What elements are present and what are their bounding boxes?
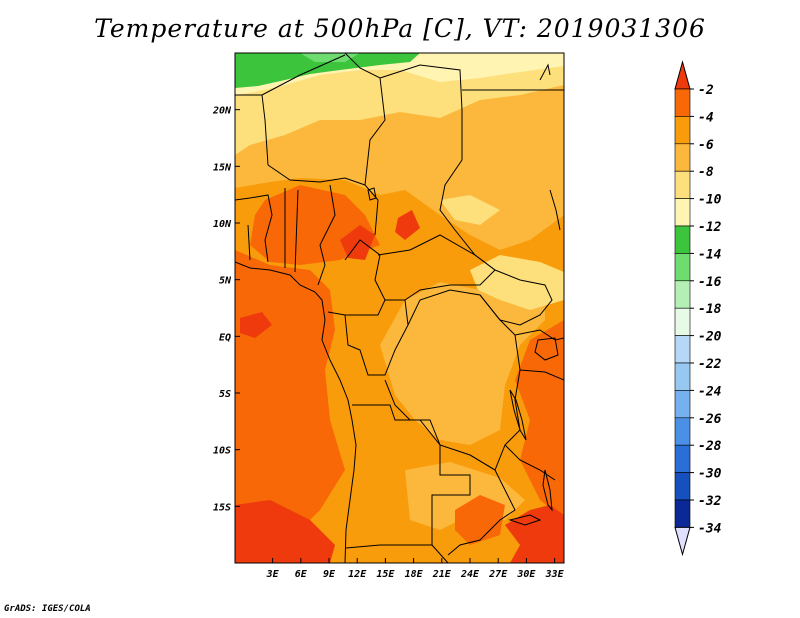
- contour-band-minus14-minus12: [235, 53, 420, 88]
- contour-band-above-minus2-sw: [235, 500, 335, 563]
- colorbar-label: -18: [698, 302, 722, 317]
- border-nigeria: [317, 184, 336, 286]
- border-angola: [352, 404, 471, 563]
- border-congo: [344, 299, 409, 376]
- colorbar-label: -2: [698, 83, 714, 98]
- border-west-countries: [235, 188, 299, 273]
- contour-band-above-minus2-west: [240, 312, 272, 338]
- lake-kariba: [508, 514, 542, 526]
- latitude-tick-label: 15S: [213, 502, 231, 513]
- colorbar-label: -28: [698, 439, 722, 454]
- lake-chad: [367, 187, 377, 201]
- longitude-tick-label: 30E: [516, 569, 536, 580]
- colorbar-swatch: [674, 390, 691, 419]
- contour-band-above-minus2-se: [505, 505, 564, 563]
- colorbar-swatch: [674, 170, 691, 199]
- longitude-tick-label: 12E: [348, 569, 367, 580]
- plot-frame: [234, 52, 565, 564]
- longitude-tick-label: 3E: [266, 569, 280, 580]
- colorbar-swatch: [674, 253, 691, 282]
- colorbar-label: -14: [698, 247, 722, 262]
- longitude-tick-label: 27E: [488, 569, 508, 580]
- contour-band-minus4-minus2-south: [455, 495, 505, 545]
- colorbar-swatch: [674, 307, 691, 336]
- longitude-tick-label: 18E: [405, 569, 424, 580]
- border-car: [377, 234, 496, 301]
- colorbar-label: -26: [698, 412, 722, 427]
- colorbar-label: -10: [698, 193, 722, 208]
- colorbar-swatch: [674, 472, 691, 501]
- border-east-africa: [504, 329, 564, 481]
- colorbar-label: -12: [698, 220, 722, 235]
- colorbar-label: -8: [698, 165, 714, 180]
- lake-victoria: [534, 337, 559, 361]
- latitude-ticks: 20N 15N 10N 5N EQ 5S 10S 15S: [212, 106, 240, 513]
- border-cameroon: [327, 239, 386, 316]
- border-south-sudan: [479, 269, 553, 326]
- colorbar-bottom-triangle: [674, 526, 691, 557]
- contour-band-minus8-minus6-central: [380, 282, 545, 445]
- latitude-tick-label: 15N: [213, 162, 232, 173]
- border-niger-chad: [364, 77, 386, 236]
- colorbar-swatch: [674, 225, 691, 254]
- longitude-ticks: 3E 6E 9E 12E 15E 18E 21E 24E 27E 30E 33E: [266, 558, 565, 580]
- contour-band-above-minus2-patch: [395, 210, 420, 240]
- colorbar-label: -4: [698, 110, 714, 125]
- colorbar-swatch: [674, 499, 691, 528]
- border-namibia: [345, 544, 432, 549]
- country-boundaries: [235, 53, 564, 563]
- colorbar-top-triangle: [674, 60, 691, 90]
- contour-band-minus10-minus8: [235, 53, 564, 155]
- longitude-tick-label: 21E: [432, 569, 452, 580]
- colorbar-label: -34: [698, 521, 722, 536]
- border-libya: [344, 53, 463, 111]
- contour-band-minus4-minus2-east: [515, 320, 564, 520]
- temperature-field: [235, 53, 564, 563]
- lake-malawi: [542, 469, 553, 512]
- colorbar-label: -20: [698, 330, 722, 345]
- contour-band-minus10-minus8-north: [440, 195, 500, 225]
- longitude-tick-label: 24E: [460, 569, 480, 580]
- colorbar-swatch: [674, 88, 691, 117]
- colorbar-swatch: [674, 417, 691, 446]
- colorbar-label: -24: [698, 384, 722, 399]
- longitude-tick-label: 33E: [545, 569, 565, 580]
- colorbar-label: -32: [698, 494, 722, 509]
- colorbar-label: -6: [698, 138, 714, 153]
- coastline-west-africa: [235, 261, 357, 563]
- border-mauritania-mali: [235, 94, 269, 166]
- border-zambia: [447, 454, 516, 556]
- longitude-tick-label: 9E: [323, 569, 336, 580]
- red-sea-coast: [539, 63, 561, 231]
- colorbar-swatch: [674, 444, 691, 473]
- colorbar-swatch: [674, 198, 691, 227]
- colorbar-swatch: [674, 143, 691, 172]
- colorbar-swatch: [674, 280, 691, 309]
- longitude-tick-label: 15E: [376, 569, 395, 580]
- plot-title: Temperature at 500hPa [C], VT: 201903130…: [94, 14, 706, 43]
- colorbar-swatch: [674, 335, 691, 364]
- lake-tanganyika: [509, 389, 527, 441]
- colorbar-swatch: [674, 362, 691, 391]
- latitude-tick-label: 10N: [213, 219, 232, 230]
- latitude-tick-label: 5N: [219, 276, 232, 287]
- colorbar-swatch: [674, 116, 691, 145]
- colorbar-label: -30: [698, 467, 722, 482]
- border-mali-niger: [267, 164, 366, 186]
- longitude-tick-label: 6E: [295, 569, 308, 580]
- latitude-tick-label: 20N: [212, 106, 232, 117]
- latitude-tick-label: 10S: [213, 446, 231, 457]
- colorbar: -2 -4 -6 -8 -10 -12 -14 -16 -18 -20 -22 -24 -26 -28 -3…: [674, 60, 722, 557]
- colorbar-label: -16: [698, 275, 722, 290]
- latitude-tick-label: EQ: [219, 332, 231, 343]
- grads-credit: GrADS: IGES/COLA: [4, 604, 91, 614]
- border-algeria-niger: [261, 54, 346, 96]
- colorbar-label: -22: [698, 357, 722, 372]
- latitude-tick-label: 5S: [219, 389, 231, 400]
